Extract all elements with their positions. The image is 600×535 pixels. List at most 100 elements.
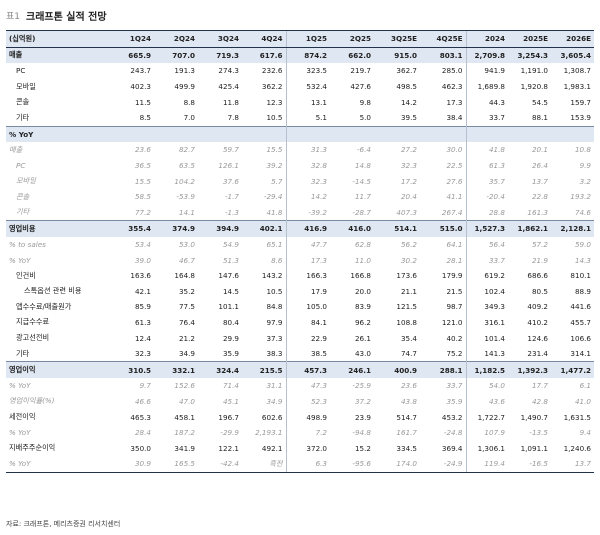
table-cell: 310.5 (110, 361, 154, 379)
table-cell: 515.0 (420, 220, 466, 237)
table-cell: 22.9 (285, 330, 330, 346)
table-cell: 141.3 (465, 345, 508, 362)
table-cell: 332.1 (154, 361, 198, 379)
table-cell (110, 125, 154, 143)
table-cell: 65.1 (266, 240, 283, 250)
table-cell: 5.0 (359, 113, 371, 123)
table-cell: 1,631.5 (563, 412, 591, 422)
column-header: 1Q25 (285, 30, 330, 48)
table-cell: 8.8 (183, 97, 195, 107)
table-cell: 941.9 (465, 63, 508, 79)
table-cell: 3.2 (579, 176, 591, 186)
table-cell: 288.1 (420, 361, 466, 379)
table-cell: -25.9 (352, 381, 371, 391)
table-cell: 39.2 (266, 161, 283, 171)
table-row: 매출 23.6 82.7 59.7 15.5 31.3 -6.4 27.2 30.0 41.8 20… (6, 142, 594, 158)
table-cell: 457.3 (285, 361, 330, 379)
table-cell: 803.1 (420, 46, 466, 64)
table-cell: 10.5 (266, 113, 283, 123)
table-cell: 355.4 (110, 220, 154, 237)
table-row: 콘솔 58.5 -53.9 -1.7 -29.4 14.2 11.7 20.4 41.1 -20.… (6, 188, 594, 205)
table-cell: 43.8 (400, 396, 417, 406)
table-cell: 369.4 (441, 443, 463, 453)
table-cell: 21.5 (446, 286, 463, 296)
table-cell: 8.6 (271, 255, 283, 265)
table-cell: -13.5 (529, 428, 548, 438)
table-cell: 1,091.1 (520, 443, 548, 453)
column-header: 2024 (465, 30, 508, 48)
table-cell: 54.5 (531, 97, 548, 107)
table-cell: 1,722.7 (465, 409, 508, 425)
table-cell: 314.1 (570, 349, 591, 359)
table-cell: 21.9 (531, 255, 548, 265)
table-cell: 410.2 (527, 317, 548, 327)
table-cell: 57.2 (531, 240, 548, 250)
table-cell: 52.3 (285, 393, 330, 410)
row-label: 스톡옵션 관련 비용 (24, 286, 82, 296)
row-label: 인건비 (16, 270, 36, 280)
table-cell: 88.1 (531, 113, 548, 123)
table-body: 매출 665.9 707.0 719.3 617.6 874.2 662.0 915.0 803… (6, 46, 594, 473)
table-cell: 98.7 (446, 302, 463, 312)
table-cell: 34.9 (178, 349, 195, 359)
table-cell: 41.0 (574, 396, 591, 406)
table-cell: 17.2 (400, 176, 417, 186)
table-cell: -29.9 (220, 428, 239, 438)
table-cell: 흑전 (242, 456, 286, 473)
table-cell: -94.8 (352, 428, 371, 438)
table-cell: 246.1 (330, 361, 374, 379)
table-cell: -39.2 (285, 204, 330, 221)
table-cell (508, 125, 551, 143)
table-cell: 187.2 (174, 428, 195, 438)
table-cell: 416.0 (330, 220, 374, 237)
table-cell: 1,689.8 (465, 78, 508, 95)
table-cell: 96.2 (354, 317, 371, 327)
table-cell: 35.4 (400, 333, 417, 343)
table-cell: 82.7 (178, 145, 195, 155)
row-label: 매출 (6, 46, 110, 64)
table-cell: 61.3 (465, 157, 508, 174)
table-cell: 15.2 (354, 443, 371, 453)
table-cell: 164.8 (174, 271, 195, 281)
table-cell: 514.1 (374, 220, 420, 237)
table-cell: 7.8 (227, 113, 239, 123)
row-label: % YoY (6, 125, 110, 143)
table-cell: 46.7 (178, 255, 195, 265)
table-cell: 20.1 (531, 145, 548, 155)
table-cell: 17.9 (285, 283, 330, 300)
row-label: 콘솔 (16, 97, 30, 107)
table-cell: 17.3 (446, 97, 463, 107)
table-row: 세전이익 465.3 458.1 196.7 602.6 498.9 23.9 514.7 45… (6, 409, 594, 425)
table-cell: 7.2 (285, 424, 330, 441)
table-cell: 38.4 (446, 113, 463, 123)
table-cell: 33.7 (465, 109, 508, 127)
table-cell: 402.1 (242, 220, 286, 237)
table-cell: 350.0 (130, 443, 151, 453)
table-row: 모바일 15.5 104.2 37.6 5.7 32.3 -14.5 17.2 27.6 35.7… (6, 173, 594, 189)
table-cell: 458.1 (174, 412, 195, 422)
table-cell: 334.5 (396, 443, 417, 453)
table-cell: 101.4 (465, 330, 508, 346)
table-cell: 316.1 (465, 314, 508, 331)
table-cell: 243.7 (130, 66, 151, 76)
table-cell: 14.3 (574, 255, 591, 265)
table-cell: 37.6 (222, 176, 239, 186)
table-header-row: (십억원) 1Q24 2Q24 3Q24 4Q24 1Q25 2Q25 3Q25E 4Q25E 2… (6, 30, 594, 48)
table-cell: 166.3 (285, 267, 330, 284)
source-note: 자료: 크래프톤, 메리츠증권 리서치센터 (6, 520, 121, 528)
table-cell: 665.9 (110, 46, 154, 64)
table-cell: 14.8 (354, 161, 371, 171)
table-cell: 27.2 (400, 145, 417, 155)
table-cell: 32.8 (285, 157, 330, 174)
table-cell (420, 125, 466, 143)
row-label: 콘솔 (16, 191, 30, 201)
table-cell: 191.3 (174, 66, 195, 76)
table-cell: 23.6 (400, 381, 417, 391)
table-cell: 43.0 (354, 349, 371, 359)
table-cell: 165.5 (154, 456, 198, 473)
table-cell: 80.4 (222, 317, 239, 327)
table-cell: 39.5 (400, 113, 417, 123)
table-cell: 498.9 (285, 409, 330, 425)
table-cell: 42.1 (134, 286, 151, 296)
table-cell: 34.9 (266, 396, 283, 406)
